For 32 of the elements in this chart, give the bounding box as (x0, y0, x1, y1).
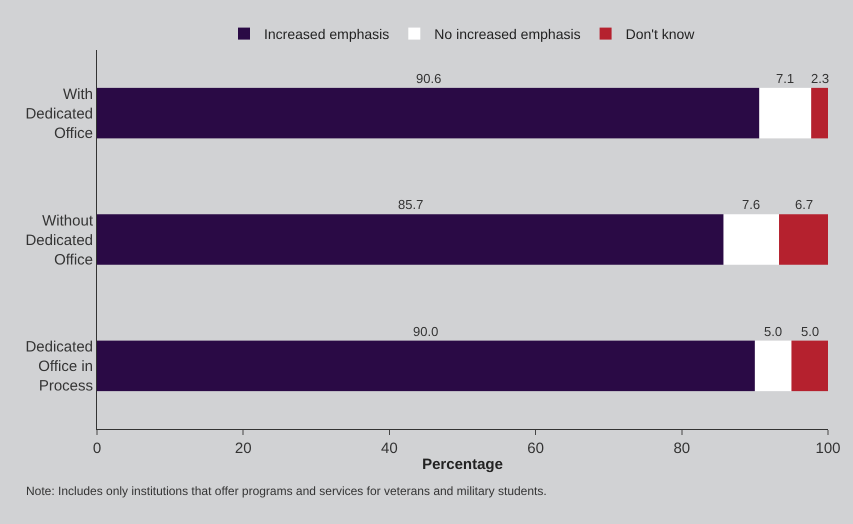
x-tick-label: 20 (234, 440, 252, 457)
data-label: 7.1 (776, 71, 794, 86)
x-tick-label: 0 (92, 440, 102, 457)
bar (97, 340, 755, 392)
data-label: 5.0 (801, 324, 820, 339)
data-label: 85.7 (398, 197, 424, 212)
x-tick-label: 40 (381, 440, 398, 457)
bar (97, 88, 760, 138)
bar (723, 214, 780, 265)
data-label: 2.3 (811, 71, 830, 86)
data-label: 6.7 (795, 197, 814, 212)
legend-label: Increased emphasis (264, 26, 390, 42)
x-tick-label: 80 (673, 440, 690, 457)
bar (791, 340, 828, 392)
data-label: 7.6 (742, 197, 760, 212)
bar (779, 214, 828, 265)
x-tick-label: 100 (815, 440, 841, 457)
bar (754, 340, 792, 392)
x-tick-label: 60 (527, 440, 544, 457)
y-tick-label: With Dedicated Office (25, 86, 93, 142)
bar (97, 214, 724, 265)
text: Note: Includes only institutions that offer programs and services for veterans and military students. (26, 484, 547, 498)
x-axis-title: Percentage (422, 456, 503, 473)
data-label: 5.0 (764, 324, 782, 339)
data-label: 90.6 (416, 71, 442, 86)
y-tick-label: Dedicated Office in Process (25, 338, 93, 395)
y-tick-label: Without Dedicated Office (25, 212, 94, 268)
bar (811, 88, 828, 138)
legend-label: No increased emphasis (434, 26, 581, 42)
legend-label: Don't know (626, 26, 696, 42)
bar (759, 88, 812, 138)
data-label: 90.0 (413, 324, 438, 339)
